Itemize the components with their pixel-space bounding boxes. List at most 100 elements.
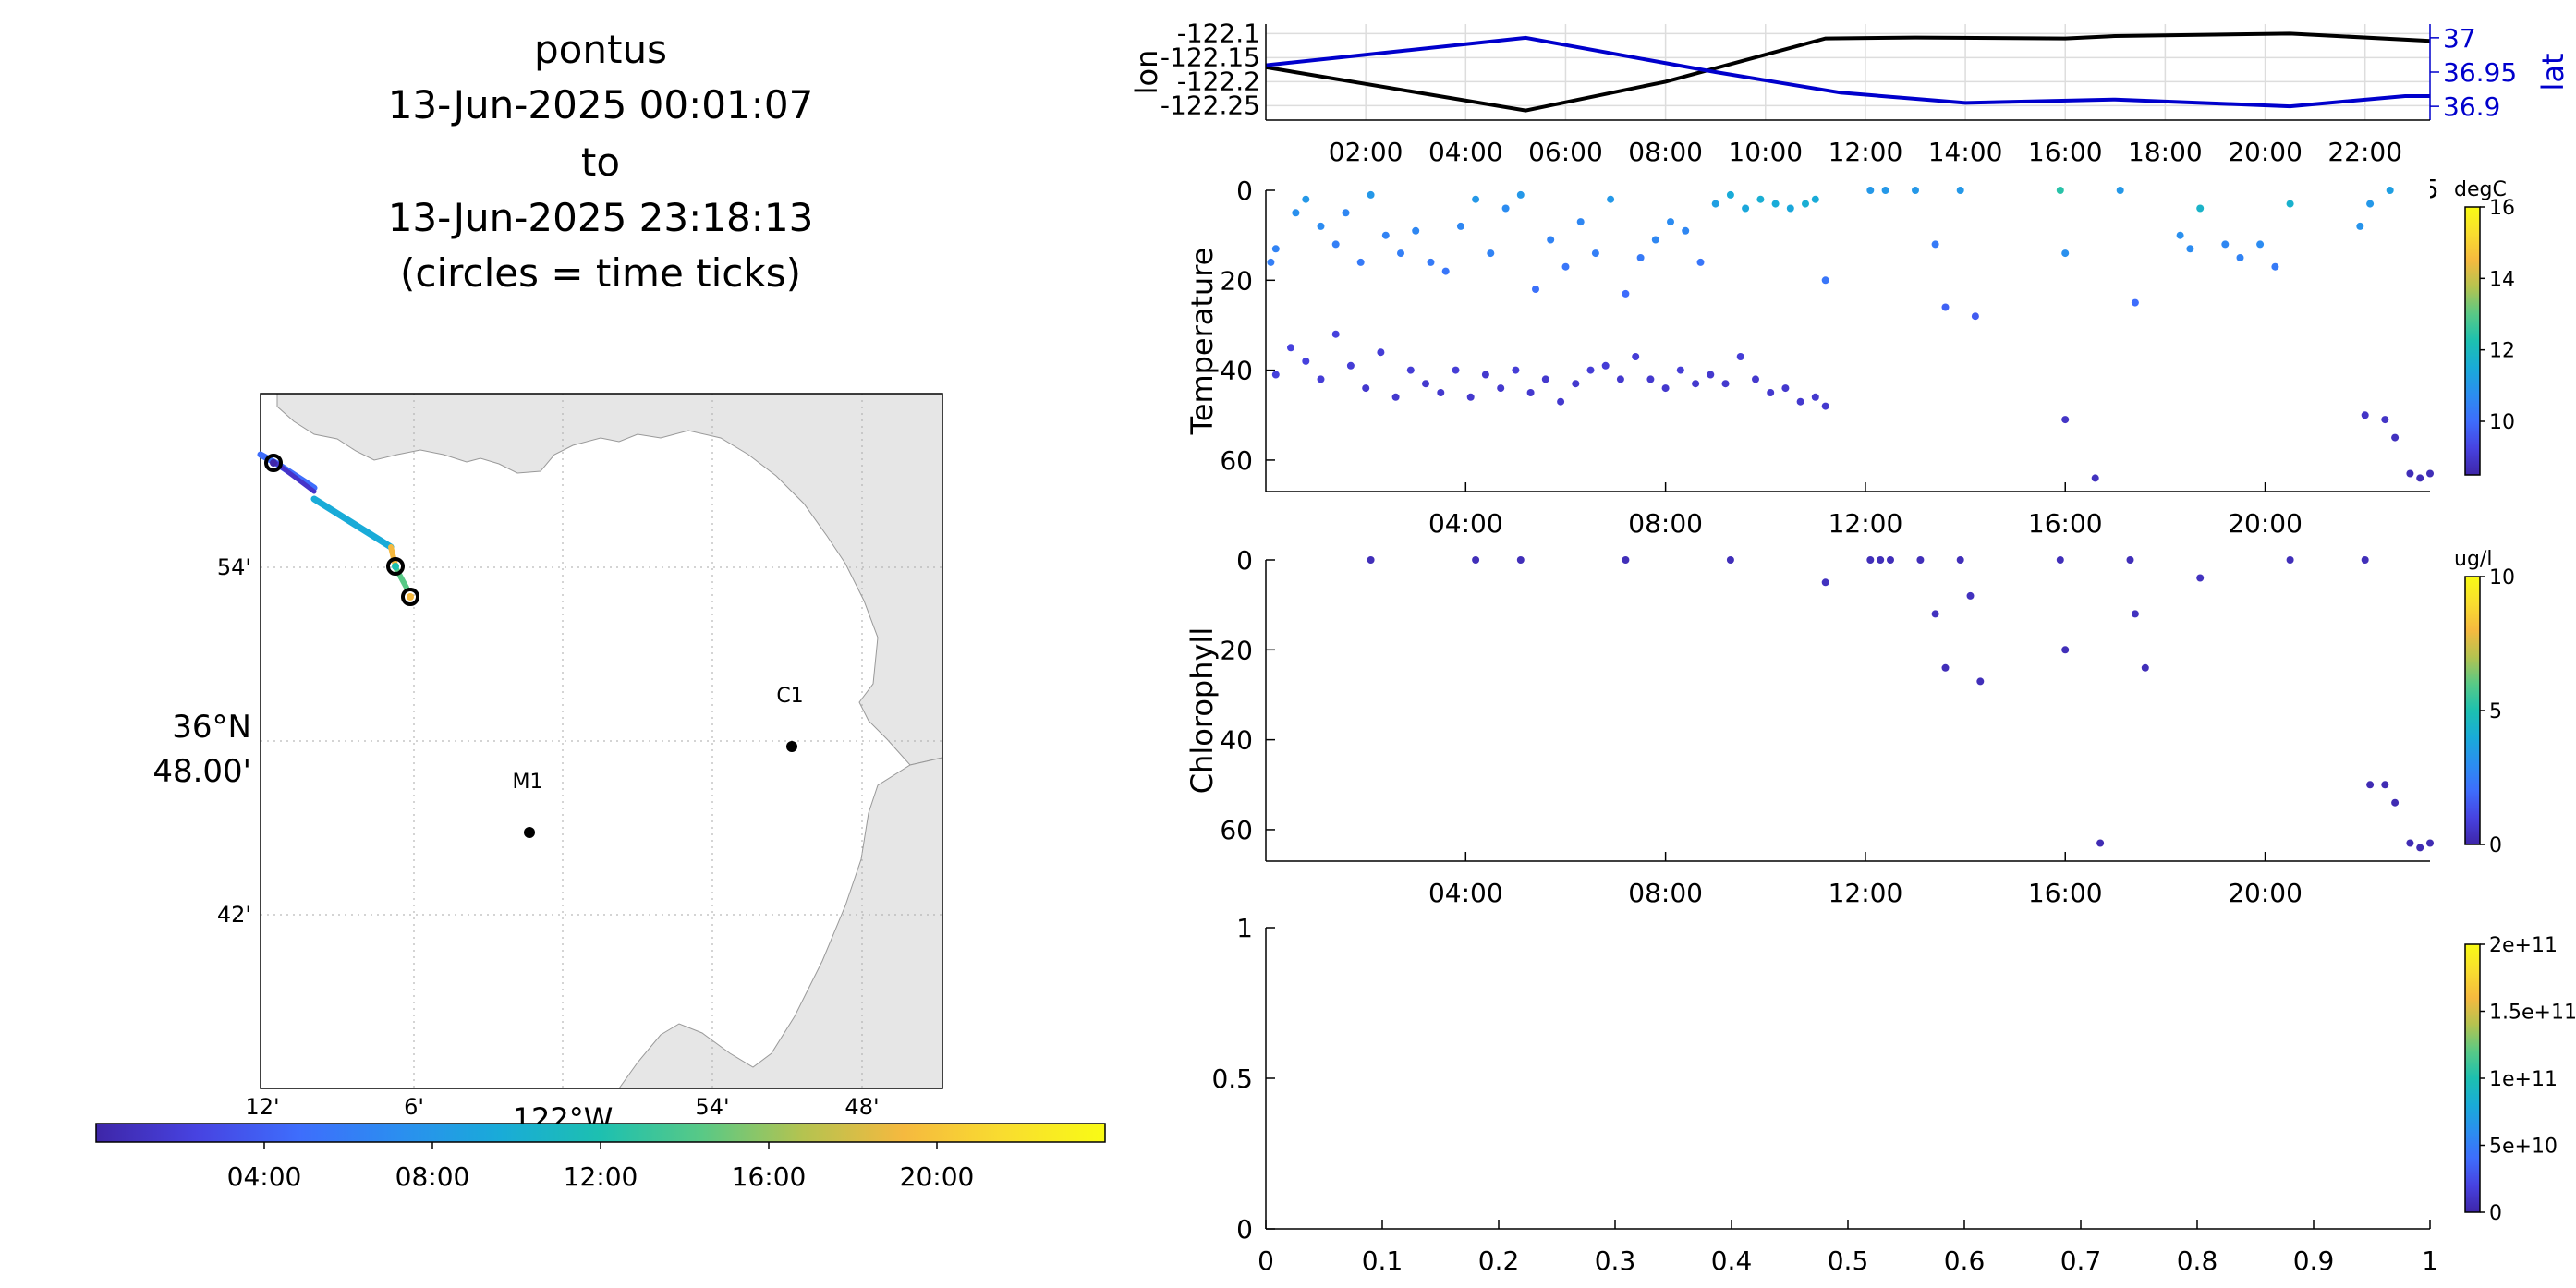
- temperature-point: [1481, 371, 1489, 379]
- temperature-point: [1271, 245, 1280, 253]
- chlorophyll-y-tick-label: 0: [1236, 545, 1253, 576]
- temperature-point: [1866, 187, 1875, 194]
- temperature-point: [1586, 366, 1595, 374]
- chlorophyll-x-tick-label: 20:00: [2228, 878, 2303, 908]
- temperature-point: [1466, 393, 1475, 401]
- station-label-c1: C1: [776, 685, 803, 708]
- temperature-point: [1512, 366, 1520, 374]
- temperature-point: [1736, 353, 1744, 360]
- empty-x-tick-label: 1: [2422, 1245, 2438, 1276]
- chlorophyll-panel: 0 20 40 60 04:00 08:00 12:00 16:00 20:00 Chloroph…: [1185, 545, 2434, 908]
- chlorophyll-point: [2406, 839, 2414, 847]
- temperature-x-tick-label: 20:00: [2228, 508, 2303, 539]
- lon-lat-x-tick-label: 12:00: [1829, 137, 1903, 167]
- temperature-point: [1292, 209, 1300, 217]
- temperature-point: [1547, 236, 1555, 244]
- empty-x-tick-label: 0.7: [2060, 1245, 2102, 1276]
- chlorophyll-colorbar-tick-label: 0: [2489, 834, 2502, 857]
- time-tick-circle: [386, 557, 405, 576]
- temperature-point: [1711, 200, 1719, 208]
- lat-tick-label: 36.9: [2443, 91, 2500, 122]
- empty-y-tick-label: 1: [1236, 913, 1253, 943]
- map-lat-tick: 54': [217, 554, 251, 580]
- empty-x-tick-label: 0.4: [1711, 1245, 1753, 1276]
- temperature-point: [1501, 204, 1510, 213]
- empty-colorbar-tick-label: 2e+11: [2489, 934, 2558, 957]
- title-line-2: 13-Jun-2025 00:01:07: [388, 82, 814, 128]
- chlorophyll-x-tick-label: 08:00: [1628, 878, 1703, 908]
- temperature-point: [2386, 187, 2394, 194]
- temperature-point: [1742, 204, 1750, 213]
- map-lat-ticks: 54' 42' 36°N 48.00': [152, 554, 251, 928]
- lon-tick-label: -122.1: [1177, 18, 1260, 48]
- temperature-point: [1692, 380, 1700, 388]
- lon-lat-x-tick-label: 20:00: [2228, 137, 2303, 167]
- empty-colorbar-tick-label: 1.5e+11: [2489, 1002, 2576, 1025]
- temperature-point: [1667, 218, 1674, 226]
- empty-x-tick-label: 0.9: [2293, 1245, 2335, 1276]
- temperature-point: [1516, 190, 1525, 199]
- temperature-y-tick-label: 60: [1220, 445, 1253, 476]
- temperature-point: [1377, 348, 1385, 357]
- station-marker-c1: [786, 741, 797, 752]
- temperature-point: [2416, 474, 2424, 482]
- chlorophyll-point: [1367, 556, 1375, 564]
- temperature-point: [1331, 330, 1340, 338]
- temperature-point: [2056, 187, 2064, 194]
- temperature-point: [2116, 187, 2124, 194]
- temperature-point: [1452, 366, 1460, 374]
- temperature-point: [1576, 218, 1585, 226]
- temperature-point: [1406, 366, 1415, 374]
- temperature-point: [1781, 384, 1790, 393]
- temperature-point: [1682, 226, 1690, 235]
- temperature-point: [1811, 195, 1819, 203]
- temperature-point: [2356, 222, 2364, 230]
- temperature-point: [1912, 187, 1919, 194]
- map-lat-main-tick-min: 48.00': [152, 753, 251, 790]
- chlorophyll-point: [1931, 610, 1939, 618]
- temperature-point: [1441, 267, 1450, 275]
- chlorophyll-point: [2286, 556, 2294, 564]
- chlorophyll-y-tick-label: 60: [1220, 815, 1253, 845]
- title-line-1: pontus: [534, 27, 667, 72]
- empty-x-tick-label: 0.1: [1362, 1245, 1403, 1276]
- map-lat-main-tick-deg: 36°N: [172, 709, 251, 746]
- temperature-point: [2186, 245, 2194, 253]
- temperature-point: [1391, 393, 1400, 401]
- empty-y-tick-label: 0: [1236, 1214, 1253, 1245]
- temperature-point: [2286, 200, 2294, 208]
- temperature-point: [1636, 254, 1645, 261]
- temperature-point: [1367, 190, 1375, 199]
- temperature-point: [1487, 249, 1495, 258]
- chlorophyll-point: [1976, 677, 1985, 686]
- temperature-plot-bg: [1266, 177, 2430, 492]
- temperature-axis-label: Temperature: [1185, 248, 1220, 436]
- chlorophyll-colorbar-tick-label: 10: [2489, 566, 2515, 589]
- temperature-point: [1397, 249, 1404, 258]
- temperature-point: [2061, 416, 2070, 424]
- empty-panel: 0 0.1 0.2 0.3 0.4 0.5 0.6 0.7 0.8 0.9 1 1 0.5 0: [1211, 913, 2437, 1276]
- empty-colorbar-tick-label: 0: [2489, 1202, 2502, 1225]
- temperature-point: [1821, 402, 1829, 410]
- empty-x-tick-label: 0: [1258, 1245, 1274, 1276]
- temperature-point: [1541, 375, 1549, 383]
- temperature-point: [1622, 289, 1630, 298]
- lon-lat-x-tick-label: 04:00: [1428, 137, 1503, 167]
- time-tick-circle-fill: [407, 593, 414, 601]
- temperature-point: [1572, 380, 1580, 388]
- temperature-point: [1786, 204, 1794, 213]
- temperature-point: [1287, 344, 1294, 352]
- empty-x-tick-label: 0.2: [1478, 1245, 1520, 1276]
- empty-colorbar-tick-label: 1e+11: [2489, 1068, 2558, 1091]
- temperature-colorbar-tick-label: 10: [2489, 411, 2515, 434]
- temperature-point: [1601, 361, 1610, 370]
- time-colorbar: 04:00 08:00 12:00 16:00 20:00: [95, 1123, 1106, 1192]
- map-lat-tick: 42': [217, 902, 251, 928]
- map-panel: C1 M1 54' 42' 36°N 48.00' 12' 6' 54' 48'…: [152, 393, 943, 1136]
- temperature-point: [1941, 303, 1950, 311]
- temperature-colorbar-tick-label: 16: [2489, 197, 2515, 220]
- temperature-point: [1346, 361, 1355, 370]
- temperature-point: [2221, 240, 2230, 249]
- chlorophyll-point: [2061, 646, 2070, 654]
